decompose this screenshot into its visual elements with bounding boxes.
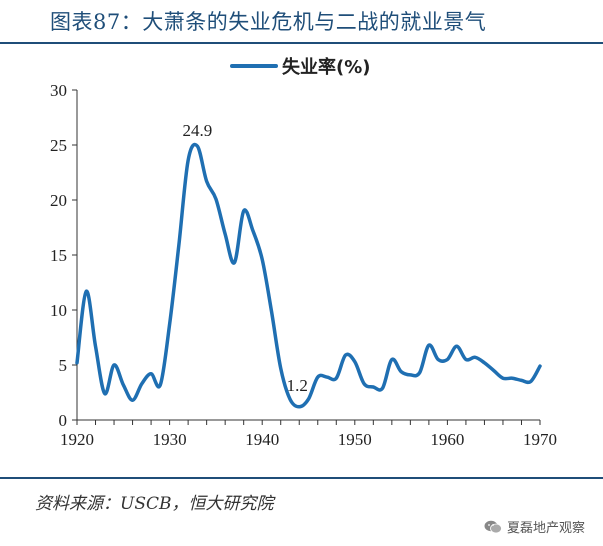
axes: 0 5 10 15 20 25 30 1920 1930 1940 1950 1960 1970 <box>50 81 557 449</box>
x-tick-label: 1950 <box>338 430 372 449</box>
y-tick-label: 5 <box>59 356 68 375</box>
source-note: 资料来源：USCB，恒大研究院 <box>35 494 274 514</box>
chart-title: 图表87：大萧条的失业危机与二战的就业景气 <box>50 10 487 34</box>
watermark: 夏磊地产观察 <box>484 517 585 536</box>
y-tick-label: 0 <box>59 411 68 430</box>
x-tick-label: 1920 <box>60 430 94 449</box>
y-tick-label: 20 <box>50 191 67 210</box>
data-label: 24.9 <box>183 121 213 140</box>
source-bar: 资料来源：USCB，恒大研究院 夏磊地产观察 <box>0 477 603 546</box>
x-tick-label: 1930 <box>153 430 187 449</box>
x-tick-label: 1970 <box>523 430 557 449</box>
series-layer <box>75 142 542 409</box>
x-tick-label: 1960 <box>430 430 464 449</box>
y-tick-label: 15 <box>50 246 67 265</box>
title-bar: 图表87：大萧条的失业危机与二战的就业景气 <box>0 0 603 44</box>
y-tick-label: 30 <box>50 81 67 100</box>
annotations-layer: 24.9 1.2 <box>183 121 308 395</box>
legend: 失业率(%) <box>230 56 371 78</box>
watermark-text: 夏磊地产观察 <box>506 521 585 536</box>
y-tick-label: 10 <box>50 301 67 320</box>
legend-label: 失业率(%) <box>282 56 371 78</box>
line-chart: 失业率(%) 0 5 10 15 20 25 30 1920 1930 1940 1950 1960 1… <box>50 56 557 449</box>
x-tick-label: 1940 <box>245 430 279 449</box>
wechat-icon <box>484 520 502 533</box>
data-label: 1.2 <box>287 376 308 395</box>
y-tick-label: 25 <box>50 136 67 155</box>
series-line <box>75 142 542 409</box>
